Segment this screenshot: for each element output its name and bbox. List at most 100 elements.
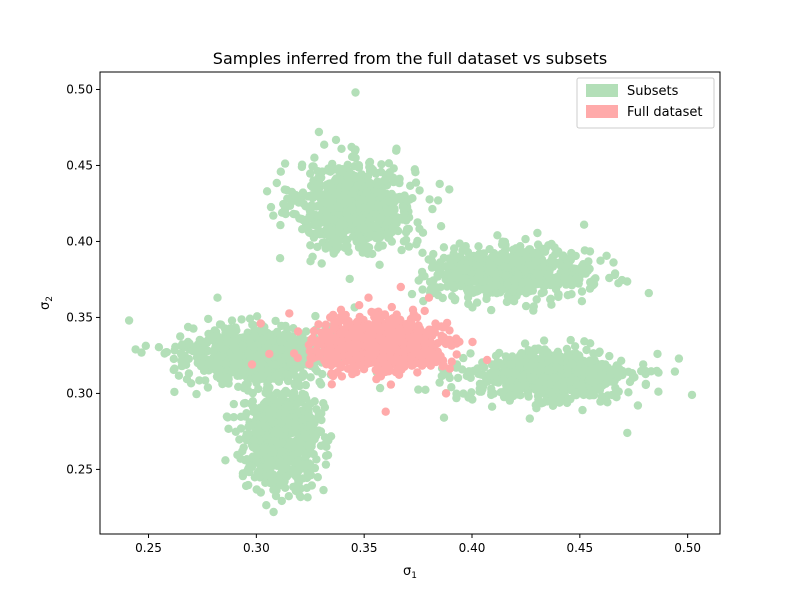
data-point [430,328,439,337]
data-point [264,409,274,418]
data-point [321,460,331,469]
data-point [238,471,248,481]
data-point [345,274,354,284]
data-point [398,215,407,224]
data-point [304,214,313,223]
data-point [402,225,412,234]
data-point [616,371,625,380]
data-point [320,403,330,412]
data-point [376,213,385,223]
data-point [222,373,231,382]
data-point [216,320,226,329]
data-point [654,387,663,396]
data-point [453,373,463,383]
data-point [196,336,205,345]
data-point [687,390,697,400]
data-point [578,405,587,415]
data-point [492,289,501,298]
data-point [509,297,519,306]
data-point [335,224,344,233]
data-point [418,248,427,257]
data-point [566,335,575,345]
data-point [262,384,271,393]
data-point [208,335,217,344]
data-point [308,334,317,343]
data-point [281,483,290,492]
data-point [313,189,322,199]
data-point [413,218,422,227]
data-point [487,390,496,400]
data-point [254,356,263,365]
data-point [524,284,533,293]
data-point [587,390,597,400]
data-point [355,301,364,310]
data-point [521,267,530,276]
data-point [317,415,326,425]
data-point [358,195,367,204]
data-point [281,408,290,418]
data-point [586,376,595,385]
data-point [375,383,385,393]
data-point [373,363,382,372]
data-point [347,152,357,161]
data-point [364,243,374,252]
data-point [383,217,392,226]
data-point [579,220,589,229]
legend-label-subsets: Subsets [627,84,679,99]
data-point [336,312,345,321]
data-point [131,345,140,354]
data-point [503,280,512,289]
data-point [248,397,257,406]
data-point [407,289,417,299]
data-point [170,387,179,397]
data-point [270,344,280,354]
data-point [363,340,372,349]
data-point [476,264,485,274]
data-point [277,321,286,331]
data-point [248,388,257,398]
y-tick-label: 0.35 [66,310,93,324]
data-point [374,243,383,252]
data-point [379,352,389,361]
data-point [436,283,445,292]
data-point [203,383,213,392]
data-point [237,366,246,376]
data-point [547,256,556,265]
data-point [363,249,373,258]
data-point [566,253,575,262]
data-point [345,343,354,353]
data-point [277,496,286,506]
data-point [252,457,262,466]
legend-label-full-dataset: Full dataset [627,105,703,120]
data-point [449,249,458,258]
data-point [554,356,564,365]
data-point [383,362,393,371]
x-tick-label: 0.45 [566,541,593,555]
data-point [464,367,474,376]
data-point [583,266,592,276]
data-point [528,373,537,382]
data-point [400,346,409,355]
data-point [277,345,286,354]
data-point [584,257,593,266]
data-point [319,485,328,495]
data-point [566,376,575,386]
data-point [601,379,610,388]
data-point [289,388,299,397]
data-point [608,366,617,375]
data-point [487,402,497,411]
data-point [424,293,434,302]
data-point [268,477,277,486]
data-point [399,338,408,347]
data-point [306,241,315,250]
x-tick-label: 0.35 [351,541,378,555]
data-point [213,293,222,302]
data-point [337,144,346,153]
data-point [285,331,294,340]
data-point [605,273,614,283]
data-point [323,450,333,460]
data-point [544,354,553,363]
data-point [530,344,540,353]
data-point [285,201,295,210]
